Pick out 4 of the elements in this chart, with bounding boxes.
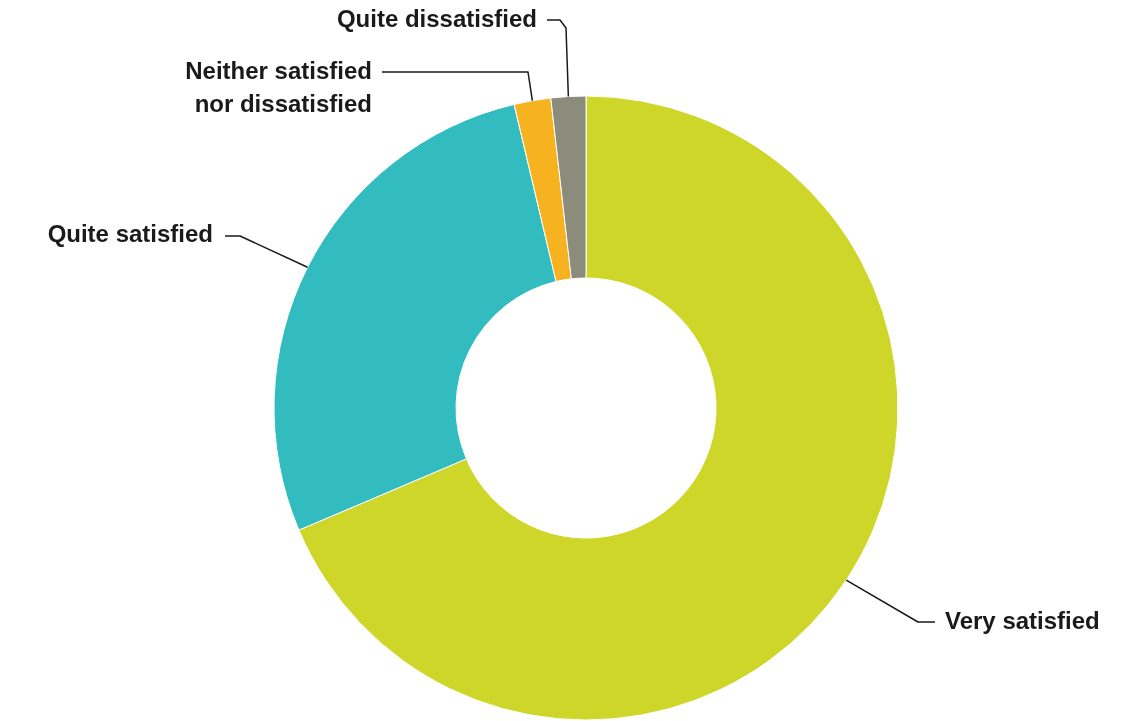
slice-label: Neither satisfied nor dissatisfied: [185, 57, 372, 117]
slice-label: Very satisfied: [945, 607, 1100, 634]
slice-label: Quite satisfied: [47, 220, 213, 247]
slice-label: Quite dissatisfied: [336, 5, 537, 32]
